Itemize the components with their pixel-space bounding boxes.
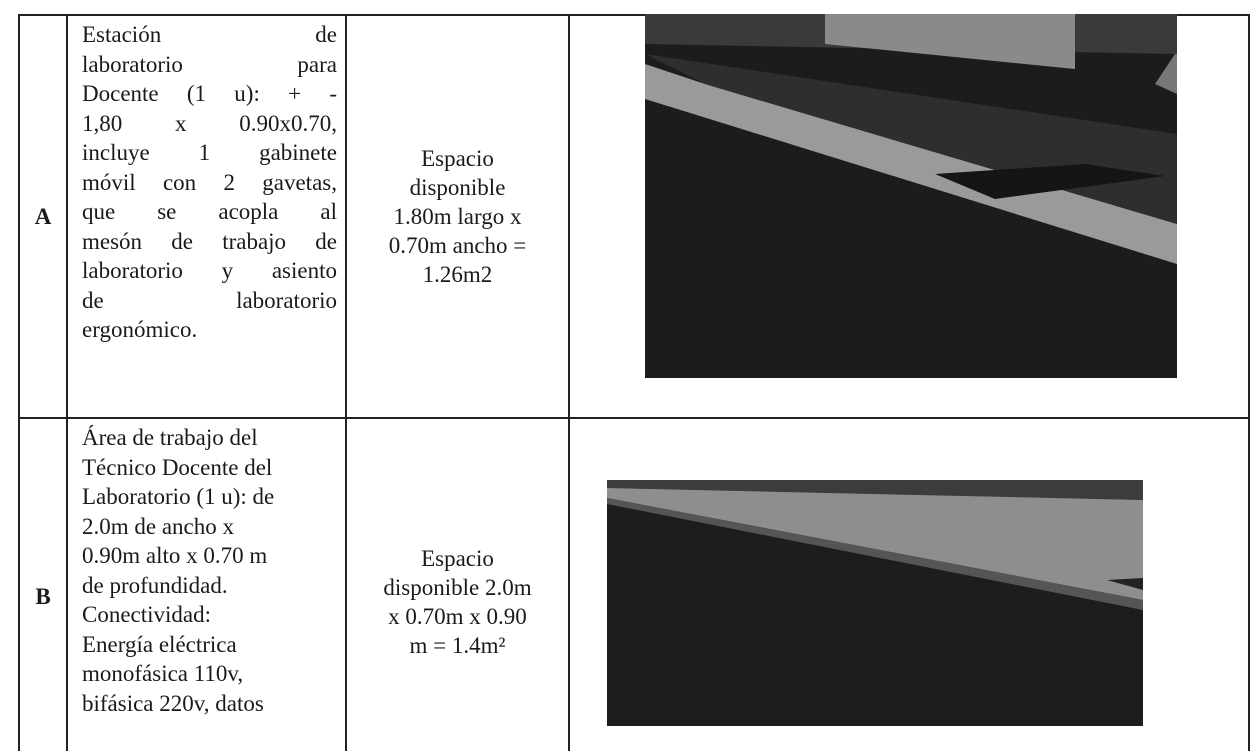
text-line: laboratorio y asiento: [82, 258, 337, 283]
space-cell: Espacio disponible 1.80m largo x 0.70m anch…: [347, 16, 570, 417]
description-cell: Estación de laboratorio para Docente (1 u)…: [68, 16, 347, 417]
photo: [607, 480, 1143, 726]
text-line: de profundidad.: [82, 572, 228, 598]
text-line: Espacio: [421, 546, 494, 571]
row-letter: A: [20, 16, 68, 417]
text-line: 0.70m ancho =: [388, 233, 527, 258]
text-line: x 0.70m x 0.90: [388, 604, 527, 629]
photo: [645, 14, 1177, 378]
table-row: A Estación de laboratorio para Docente (1 …: [18, 14, 1250, 419]
text-line: disponible: [409, 175, 506, 200]
image-cell: [570, 14, 1248, 417]
text-line: Área de trabajo del: [82, 425, 258, 450]
text-line: incluye 1 gabinete: [82, 140, 337, 165]
text-line: 2.0m de ancho x: [82, 513, 235, 539]
text-line: Conectividad:: [82, 602, 212, 627]
description-cell: Área de trabajo del Técnico Docente del La…: [68, 419, 347, 751]
space-cell: Espacio disponible 2.0m x 0.70m x 0.90 m = …: [347, 419, 570, 751]
text-line: Estación de: [82, 22, 337, 47]
text-line: 1,80 x 0.90x0.70,: [82, 110, 337, 136]
table-row: B Área de trabajo del Técnico Docente del…: [18, 417, 1250, 751]
text-line: Energía eléctrica: [82, 631, 237, 657]
image-cell: [570, 419, 1248, 751]
text-line: 1.80m largo x: [393, 204, 522, 229]
text-line: móvil con 2 gavetas,: [82, 169, 337, 195]
text-line: disponible 2.0m: [383, 575, 532, 600]
text-line: Espacio: [421, 146, 494, 171]
text-line: de laboratorio: [82, 287, 337, 313]
text-line: ergonómico.: [82, 317, 198, 342]
text-line: monofásica 110v,: [82, 661, 244, 686]
text-line: bifásica 220v, datos: [82, 690, 264, 716]
text-line: 1.26m2: [422, 262, 493, 287]
text-line: laboratorio para: [82, 51, 337, 77]
text-line: Docente (1 u): + -: [82, 81, 337, 106]
row-letter: B: [20, 419, 68, 751]
text-line: Técnico Docente del: [82, 454, 273, 480]
text-line: 0.90m alto x 0.70 m: [82, 543, 268, 568]
text-line: m = 1.4m²: [409, 633, 506, 658]
text-line: Laboratorio (1 u): de: [82, 484, 275, 509]
text-line: que se acopla al: [82, 199, 337, 224]
text-line: mesón de trabajo de: [82, 228, 337, 254]
